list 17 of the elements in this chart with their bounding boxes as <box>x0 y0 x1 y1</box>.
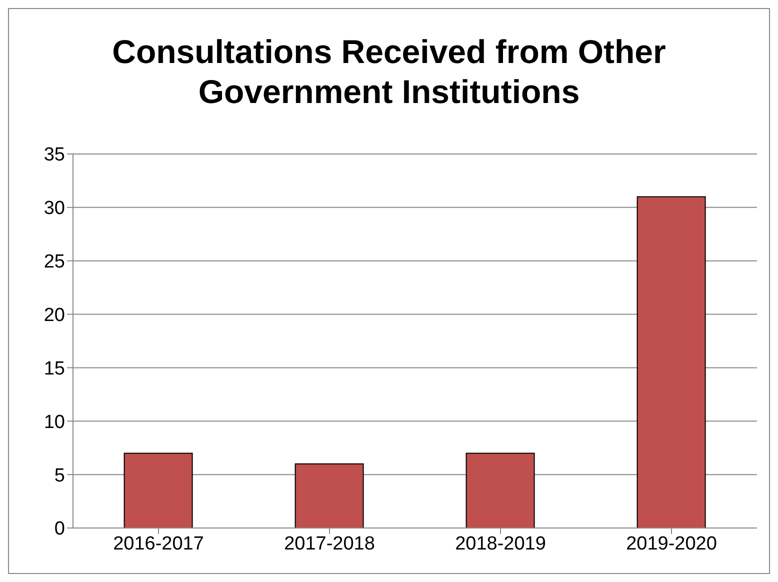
bar <box>294 463 364 528</box>
bar <box>124 452 193 528</box>
x-tick-label: 2017-2018 <box>284 533 375 554</box>
y-tick-label: 5 <box>54 465 65 486</box>
x-tick-label: 2018-2019 <box>455 533 546 554</box>
y-tick-label: 25 <box>44 252 65 273</box>
x-tick-label: 2016-2017 <box>113 533 204 554</box>
bar <box>636 196 706 528</box>
y-tick-label: 15 <box>44 358 65 380</box>
y-tick-label: 20 <box>44 305 65 326</box>
x-tick-label: 2019-2020 <box>626 533 717 554</box>
y-tick-label: 0 <box>54 518 65 540</box>
y-tick-label: 35 <box>44 144 65 166</box>
chart-title: Consultations Received from Other Government Institutions <box>111 32 667 112</box>
bar <box>466 452 535 528</box>
y-tick-label: 30 <box>44 198 65 220</box>
y-tick-label: 10 <box>44 412 65 433</box>
